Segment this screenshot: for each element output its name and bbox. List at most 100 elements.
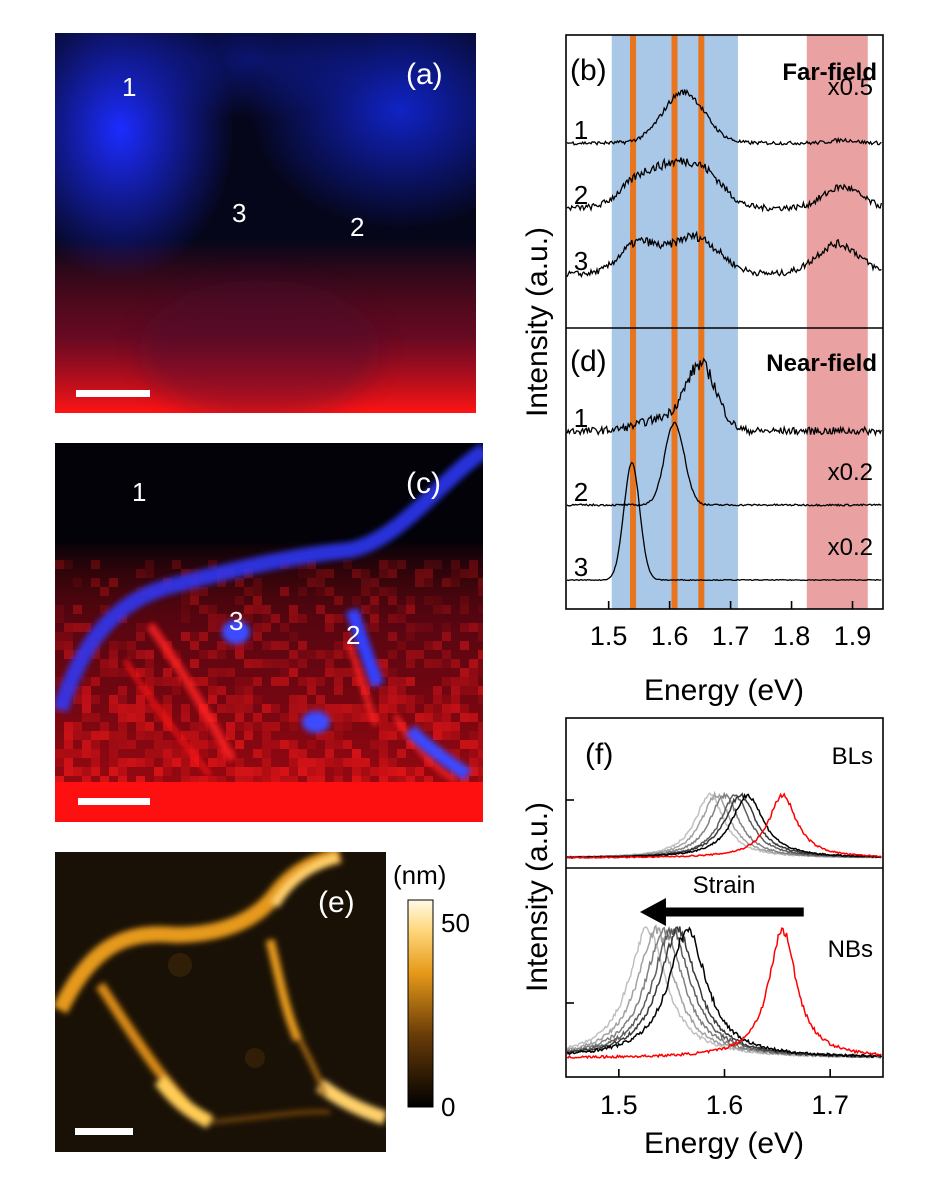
noise-pixel	[118, 731, 127, 740]
noise-pixel	[136, 731, 145, 740]
noise-pixel	[361, 668, 370, 677]
noise-pixel	[406, 650, 415, 659]
noise-pixel	[199, 722, 208, 731]
noise-pixel	[469, 758, 478, 767]
noise-pixel	[352, 704, 361, 713]
noise-pixel	[289, 776, 298, 785]
noise-pixel	[433, 731, 442, 740]
noise-pixel	[109, 731, 118, 740]
noise-pixel	[415, 578, 424, 587]
series-label: 3	[574, 552, 588, 582]
noise-pixel	[262, 659, 271, 668]
noise-pixel	[280, 659, 289, 668]
noise-pixel	[109, 578, 118, 587]
noise-pixel	[433, 659, 442, 668]
noise-pixel	[208, 677, 217, 686]
noise-pixel	[109, 740, 118, 749]
noise-pixel	[154, 731, 163, 740]
noise-pixel	[361, 776, 370, 785]
noise-pixel	[451, 578, 460, 587]
noise-pixel	[208, 650, 217, 659]
noise-pixel	[82, 677, 91, 686]
noise-pixel	[55, 758, 64, 767]
noise-pixel	[235, 767, 244, 776]
noise-pixel	[352, 776, 361, 785]
noise-pixel	[253, 605, 262, 614]
noise-pixel	[325, 704, 334, 713]
noise-pixel	[163, 758, 172, 767]
noise-pixel	[460, 677, 469, 686]
noise-pixel	[370, 623, 379, 632]
subpanel-label-b: (b)	[570, 54, 607, 87]
noise-pixel	[415, 722, 424, 731]
panel-label-e: (e)	[318, 886, 355, 919]
noise-pixel	[136, 776, 145, 785]
noise-pixel	[190, 722, 199, 731]
noise-pixel	[460, 596, 469, 605]
noise-pixel	[244, 659, 253, 668]
noise-pixel	[64, 722, 73, 731]
noise-pixel	[64, 758, 73, 767]
noise-pixel	[442, 650, 451, 659]
noise-pixel	[424, 776, 433, 785]
noise-pixel	[316, 605, 325, 614]
noise-pixel	[217, 578, 226, 587]
noise-pixel	[91, 677, 100, 686]
noise-pixel	[136, 632, 145, 641]
noise-pixel	[217, 749, 226, 758]
noise-pixel	[73, 767, 82, 776]
noise-pixel	[397, 560, 406, 569]
noise-pixel	[109, 758, 118, 767]
strain-spectrum-line	[566, 927, 882, 1060]
noise-pixel	[352, 713, 361, 722]
noise-pixel	[217, 668, 226, 677]
noise-pixel	[478, 731, 483, 740]
noise-pixel	[55, 560, 64, 569]
noise-pixel	[208, 614, 217, 623]
noise-pixel	[307, 686, 316, 695]
noise-pixel	[451, 686, 460, 695]
noise-pixel	[379, 659, 388, 668]
noise-pixel	[118, 767, 127, 776]
strain-spectrum-line	[566, 792, 882, 859]
noise-pixel	[442, 677, 451, 686]
noise-pixel	[100, 776, 109, 785]
height-colorbar	[407, 899, 434, 1108]
noise-pixel	[442, 623, 451, 632]
noise-pixel	[145, 758, 154, 767]
strain-spectrum-line	[566, 791, 882, 859]
noise-pixel	[253, 623, 262, 632]
noise-pixel	[262, 605, 271, 614]
noise-pixel	[388, 668, 397, 677]
ylabel-f: Intensity (a.u.)	[521, 802, 554, 992]
noise-pixel	[397, 614, 406, 623]
noise-pixel	[424, 623, 433, 632]
noise-pixel	[235, 650, 244, 659]
noise-pixel	[388, 632, 397, 641]
noise-pixel	[253, 722, 262, 731]
noise-pixel	[370, 578, 379, 587]
noise-pixel	[343, 560, 352, 569]
noise-pixel	[415, 569, 424, 578]
noise-pixel	[181, 587, 190, 596]
noise-pixel	[397, 677, 406, 686]
noise-pixel	[334, 677, 343, 686]
noise-pixel	[388, 587, 397, 596]
noise-pixel	[82, 704, 91, 713]
noise-pixel	[478, 776, 483, 785]
noise-pixel	[73, 623, 82, 632]
noise-pixel	[127, 641, 136, 650]
noise-pixel	[433, 605, 442, 614]
panel-a-map: (a) 1 2 3	[55, 33, 476, 413]
noise-pixel	[235, 722, 244, 731]
noise-pixel	[217, 650, 226, 659]
noise-pixel	[433, 713, 442, 722]
noise-pixel	[118, 740, 127, 749]
noise-pixel	[127, 650, 136, 659]
noise-pixel	[478, 587, 483, 596]
noise-pixel	[181, 731, 190, 740]
noise-pixel	[271, 641, 280, 650]
noise-pixel	[235, 713, 244, 722]
noise-pixel	[172, 740, 181, 749]
noise-pixel	[379, 749, 388, 758]
